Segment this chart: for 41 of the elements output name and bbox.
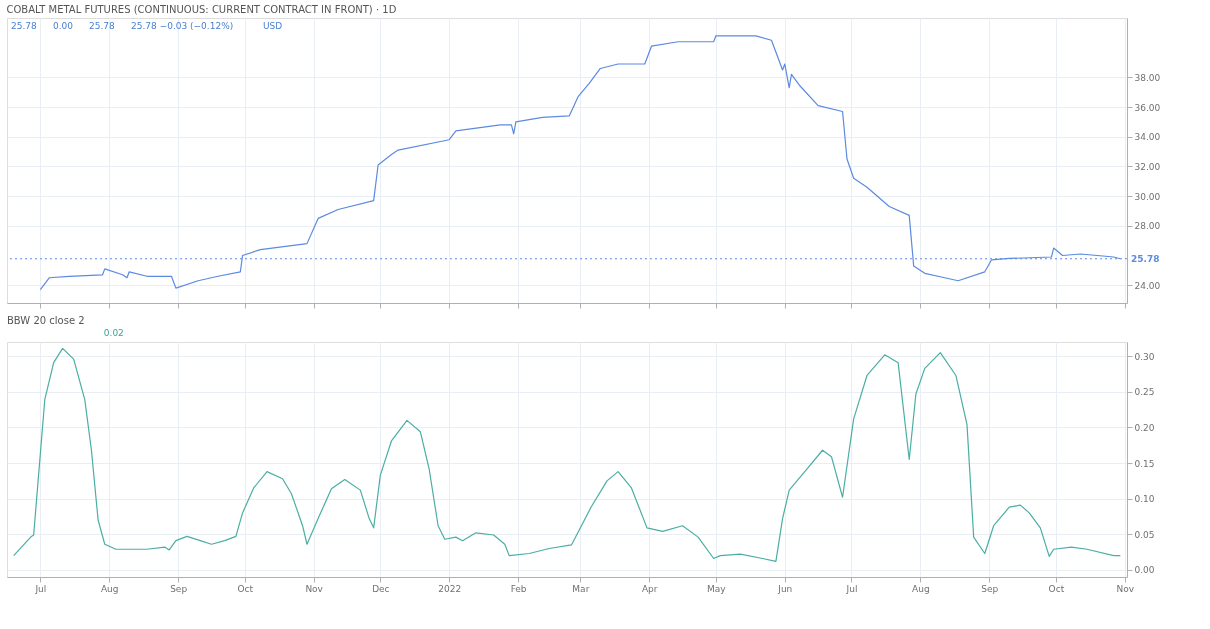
y-tick-label: 0.10 [1134,494,1155,505]
y-tick-label: 0.05 [1134,529,1155,540]
y-tick-label: 36.00 [1134,102,1161,113]
annotation: 0.00 [53,21,74,31]
annotation: USD [263,21,283,31]
y-tick-label: 0.20 [1134,422,1155,433]
x-tick-label: Mar [572,583,590,594]
x-tick-label: Oct [1048,583,1065,594]
x-tick-label: May [707,583,727,594]
x-tick-label: Jul [34,583,47,594]
y-tick-label: 30.00 [1134,191,1161,202]
x-tick-label: Aug [100,583,119,594]
text: 0.02 [103,328,124,338]
x-tick-label: Aug [912,583,930,594]
x-tick-label: Jun [777,583,793,594]
y-tick-label: 32.00 [1134,161,1161,172]
annotation: 25.78 −0.03 (−0.12%) [131,21,234,31]
y-tick-label: 0.00 [1134,565,1155,576]
x-tick-label: Sep [170,583,188,594]
annotation: 25.78 [11,21,38,31]
y-tick-label: 38.00 [1134,72,1161,83]
x-tick-label: Apr [641,583,658,594]
chart-title: BBW 20 close 2 [7,315,85,326]
y-tick-label: 0.30 [1134,351,1155,362]
x-tick-label: 2022 [438,583,462,594]
y-tick-label: 0.15 [1134,458,1155,469]
x-tick-label: Feb [510,583,527,594]
x-tick-label: Sep [981,583,999,594]
line-series [13,347,1121,562]
x-tick-label: Nov [1116,583,1135,594]
x-tick-label: Dec [372,583,390,594]
y-tick-label: 24.00 [1134,280,1161,291]
y-tick-label: 34.00 [1134,132,1161,143]
ref-line-label: 25.78 [1131,253,1160,264]
x-tick-label: Oct [237,583,254,594]
x-tick-label: Jul [845,583,858,594]
y-tick-label: 0.25 [1134,387,1155,398]
y-tick-label: 28.00 [1134,221,1161,232]
annotation: 25.78 [89,21,116,31]
chart-title: COBALT METAL FUTURES (CONTINUOUS: CURRENT CONTRACT IN FRONT) · 1D [6,4,397,15]
x-tick-label: Nov [305,583,324,594]
